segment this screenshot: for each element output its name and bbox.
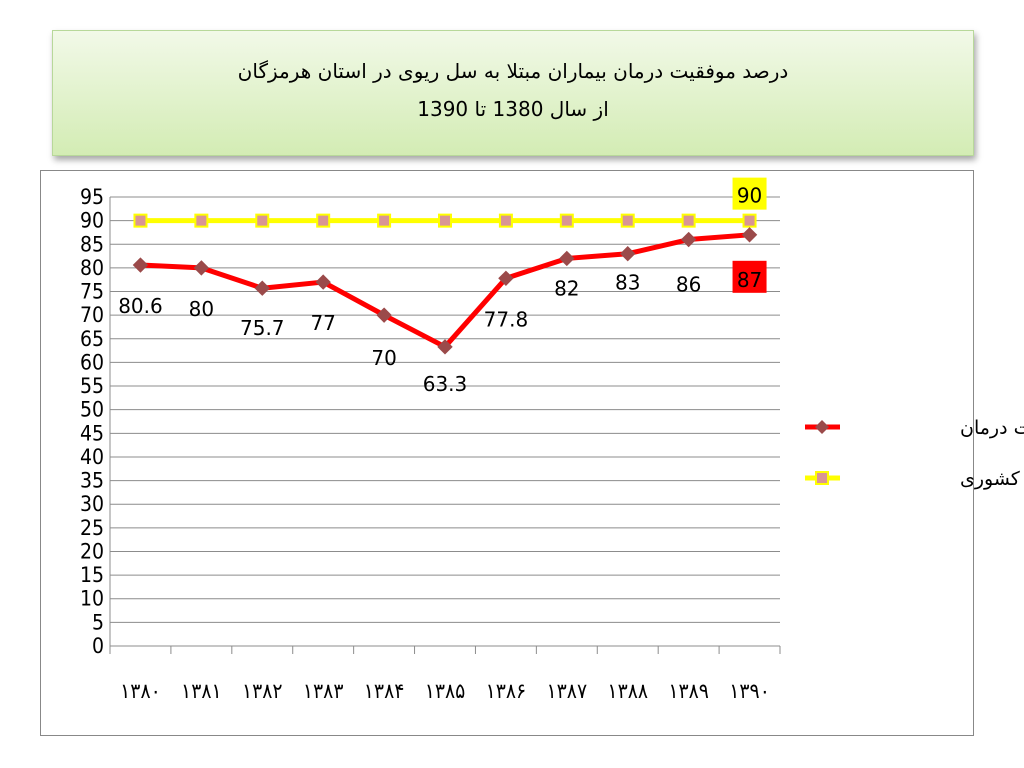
x-tick-label: ۱۳۹۰ <box>729 679 770 703</box>
success-marker <box>498 270 514 286</box>
success-data-label: 87 <box>737 268 762 292</box>
legend-label-target: هدف کشوری <box>960 468 1024 490</box>
y-tick-label: 85 <box>80 232 104 256</box>
chart-title-box: درصد موفقیت درمان بیماران مبتلا به سل ری… <box>52 30 974 156</box>
success-marker <box>376 307 392 323</box>
success-data-label: 70 <box>371 346 396 370</box>
x-tick-label: ۱۳۸۹ <box>668 679 709 703</box>
x-tick-label: ۱۳۸۱ <box>181 679 222 703</box>
y-tick-label: 65 <box>80 327 104 351</box>
success-marker <box>437 339 453 355</box>
target-marker <box>620 213 635 228</box>
success-data-label: 77.8 <box>484 307 529 331</box>
y-tick-label: 40 <box>80 445 104 469</box>
success-data-label: 80.6 <box>118 294 163 318</box>
y-tick-label: 35 <box>80 469 104 493</box>
x-tick-label: ۱۳۸۸ <box>607 679 648 703</box>
legend-label-success: موفقیت درمان <box>960 417 1024 439</box>
legend-marker-target <box>815 471 829 485</box>
x-tick-label: ۱۳۸۲ <box>242 679 283 703</box>
success-marker <box>254 280 270 296</box>
chart-title: درصد موفقیت درمان بیماران مبتلا به سل ری… <box>237 59 789 83</box>
target-marker <box>559 213 574 228</box>
target-marker <box>681 213 696 228</box>
y-tick-label: 25 <box>80 516 104 540</box>
target-data-label: 90 <box>737 184 762 208</box>
y-tick-label: 10 <box>80 587 104 611</box>
y-tick-label: 70 <box>80 303 104 327</box>
highlight-box-yellow <box>732 177 767 210</box>
success-data-label: 63.3 <box>423 372 468 396</box>
x-tick-label: ۱۳۸۷ <box>547 679 588 703</box>
y-tick-label: 75 <box>80 280 104 304</box>
target-marker <box>377 213 392 228</box>
series-line-success <box>140 232 750 350</box>
success-marker <box>620 246 636 262</box>
target-marker <box>255 213 270 228</box>
success-data-label: 83 <box>615 271 640 295</box>
chart-frame <box>40 170 974 736</box>
target-marker <box>742 213 757 228</box>
success-data-label: 75.7 <box>240 316 285 340</box>
y-tick-label: 90 <box>80 209 104 233</box>
y-tick-label: 50 <box>80 398 104 422</box>
success-data-label: 77 <box>310 311 335 335</box>
success-data-label: 82 <box>554 276 579 300</box>
target-marker <box>498 213 513 228</box>
highlight-box-red <box>732 260 767 293</box>
target-marker <box>194 213 209 228</box>
target-marker <box>316 213 331 228</box>
x-tick-label: ۱۳۸۴ <box>364 679 405 703</box>
y-tick-label: 5 <box>92 610 104 634</box>
success-marker <box>315 274 331 290</box>
x-tick-label: ۱۳۸۳ <box>303 679 344 703</box>
legend-marker-success <box>815 420 829 434</box>
x-tick-label: ۱۳۸۰ <box>120 679 161 703</box>
success-data-label: 86 <box>676 273 701 297</box>
success-marker <box>193 260 210 276</box>
y-tick-label: 0 <box>92 634 104 658</box>
x-tick-label: ۱۳۸۶ <box>486 679 527 703</box>
y-tick-label: 30 <box>80 492 104 516</box>
y-tick-label: 45 <box>80 421 104 445</box>
y-tick-label: 20 <box>80 539 104 563</box>
success-marker <box>680 231 697 248</box>
success-data-label: 80 <box>189 297 214 321</box>
y-tick-label: 80 <box>80 256 104 280</box>
chart-subtitle: از سال 1380 تا 1390 <box>417 97 609 121</box>
y-tick-label: 60 <box>80 350 104 374</box>
success-marker <box>741 227 758 243</box>
x-tick-label: ۱۳۸۵ <box>425 679 466 703</box>
y-tick-label: 55 <box>80 374 104 398</box>
y-tick-label: 15 <box>80 563 104 587</box>
target-marker <box>133 213 148 228</box>
success-marker <box>559 250 575 267</box>
success-marker <box>132 257 149 273</box>
y-tick-label: 95 <box>80 185 104 209</box>
target-marker <box>438 213 452 228</box>
